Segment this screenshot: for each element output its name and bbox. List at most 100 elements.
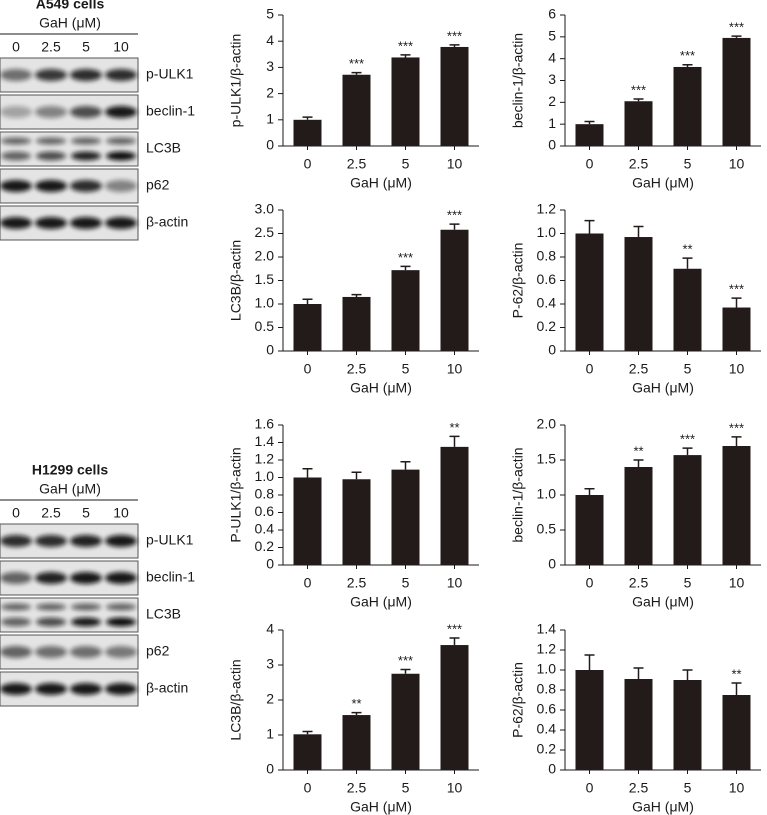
bar: [722, 446, 751, 565]
band: [105, 535, 137, 547]
band: [36, 617, 66, 627]
error-bar: [302, 468, 313, 478]
band: [70, 646, 102, 658]
y-tick-label: 0: [548, 761, 556, 777]
band: [71, 137, 101, 145]
y-tick-label: 2: [548, 93, 556, 109]
error-bar: [449, 223, 460, 230]
band-label: p62: [146, 643, 170, 659]
x-axis-label: GaH (μM): [632, 380, 694, 396]
band-label: LC3B: [146, 606, 181, 622]
y-tick-label: 4: [266, 32, 274, 48]
y-tick-label: 1.4: [537, 621, 557, 637]
x-tick-label: 0: [586, 780, 594, 796]
x-tick-label: 2.5: [629, 575, 649, 591]
y-tick-label: 3.0: [255, 201, 275, 217]
band: [1, 617, 31, 627]
x-tick-label: 5: [684, 780, 692, 796]
y-tick-label: 5: [266, 6, 274, 22]
bar: [293, 304, 322, 351]
significance: ***: [398, 250, 413, 265]
y-tick-label: 0.5: [537, 521, 557, 537]
bar: [722, 37, 751, 146]
x-tick-label: 0: [304, 575, 312, 591]
y-tick-label: 0.6: [537, 701, 557, 717]
x-axis-label: GaH (μM): [350, 799, 412, 815]
band: [35, 217, 67, 229]
significance: ***: [447, 621, 462, 636]
y-tick-label: 1: [548, 115, 556, 131]
bar: [673, 455, 702, 565]
significance: ***: [447, 208, 462, 223]
band: [105, 217, 137, 229]
bar: [575, 670, 604, 770]
error-bar: [351, 711, 362, 716]
error-bar: [584, 654, 595, 670]
band: [70, 572, 102, 584]
band: [0, 535, 32, 547]
y-tick-label: 0.2: [537, 741, 557, 757]
x-tick-label: 0: [304, 780, 312, 796]
bar: [673, 66, 702, 146]
bar: [624, 101, 653, 146]
y-axis-label: p-ULK1/β-actin: [228, 34, 244, 128]
y-axis-label: P-62/β-actin: [510, 243, 526, 319]
x-tick-label: 5: [402, 156, 410, 172]
x-axis-label: GaH (μM): [350, 380, 412, 396]
error-bar: [584, 120, 595, 125]
y-tick-label: 1.0: [255, 468, 275, 484]
band: [70, 683, 102, 695]
x-tick-label: 10: [729, 575, 745, 591]
x-tick-label: 5: [684, 156, 692, 172]
blot-strip: [0, 131, 139, 167]
y-tick-label: 0.4: [537, 295, 557, 311]
error-bar: [633, 98, 644, 102]
band: [35, 572, 67, 584]
error-bar: [400, 461, 411, 470]
x-axis-label: GaH (μM): [350, 175, 412, 191]
y-tick-label: 0.2: [537, 318, 557, 334]
band: [105, 646, 137, 658]
x-tick-label: 2.5: [629, 361, 649, 377]
significance: ***: [680, 48, 695, 63]
significance: **: [633, 443, 643, 458]
band: [106, 617, 136, 627]
band: [0, 683, 32, 695]
y-tick-label: 0.4: [255, 521, 275, 537]
band: [36, 603, 66, 611]
bar: [575, 495, 604, 565]
x-tick-label: 0: [586, 156, 594, 172]
error-bar: [731, 436, 742, 446]
bar: [293, 734, 322, 770]
error-bar: [400, 54, 411, 58]
y-tick-label: 2.0: [255, 248, 275, 264]
bar: [391, 270, 420, 351]
band: [35, 646, 67, 658]
band: [70, 106, 102, 118]
bar: [342, 74, 371, 146]
error-bar: [351, 471, 362, 480]
blot-strip: [0, 597, 139, 633]
significance: ***: [729, 420, 744, 435]
y-tick-label: 0.6: [255, 503, 275, 519]
significance: ***: [398, 38, 413, 53]
y-tick-label: 1.0: [255, 295, 275, 311]
y-tick-label: 1.2: [537, 201, 557, 217]
y-tick-label: 4: [548, 49, 556, 65]
band: [0, 69, 32, 81]
band: [35, 106, 67, 118]
y-tick-label: 3: [266, 656, 274, 672]
error-bar: [584, 487, 595, 495]
band: [105, 180, 137, 192]
x-tick-label: 5: [402, 575, 410, 591]
x-tick-label: 5: [402, 361, 410, 377]
x-tick-label: 10: [729, 361, 745, 377]
y-tick-label: 1: [266, 111, 274, 127]
x-axis-label: GaH (μM): [632, 175, 694, 191]
error-bar: [731, 682, 742, 695]
bar: [673, 268, 702, 351]
y-tick-label: 0.8: [537, 681, 557, 697]
bar: [391, 57, 420, 146]
band: [70, 69, 102, 81]
